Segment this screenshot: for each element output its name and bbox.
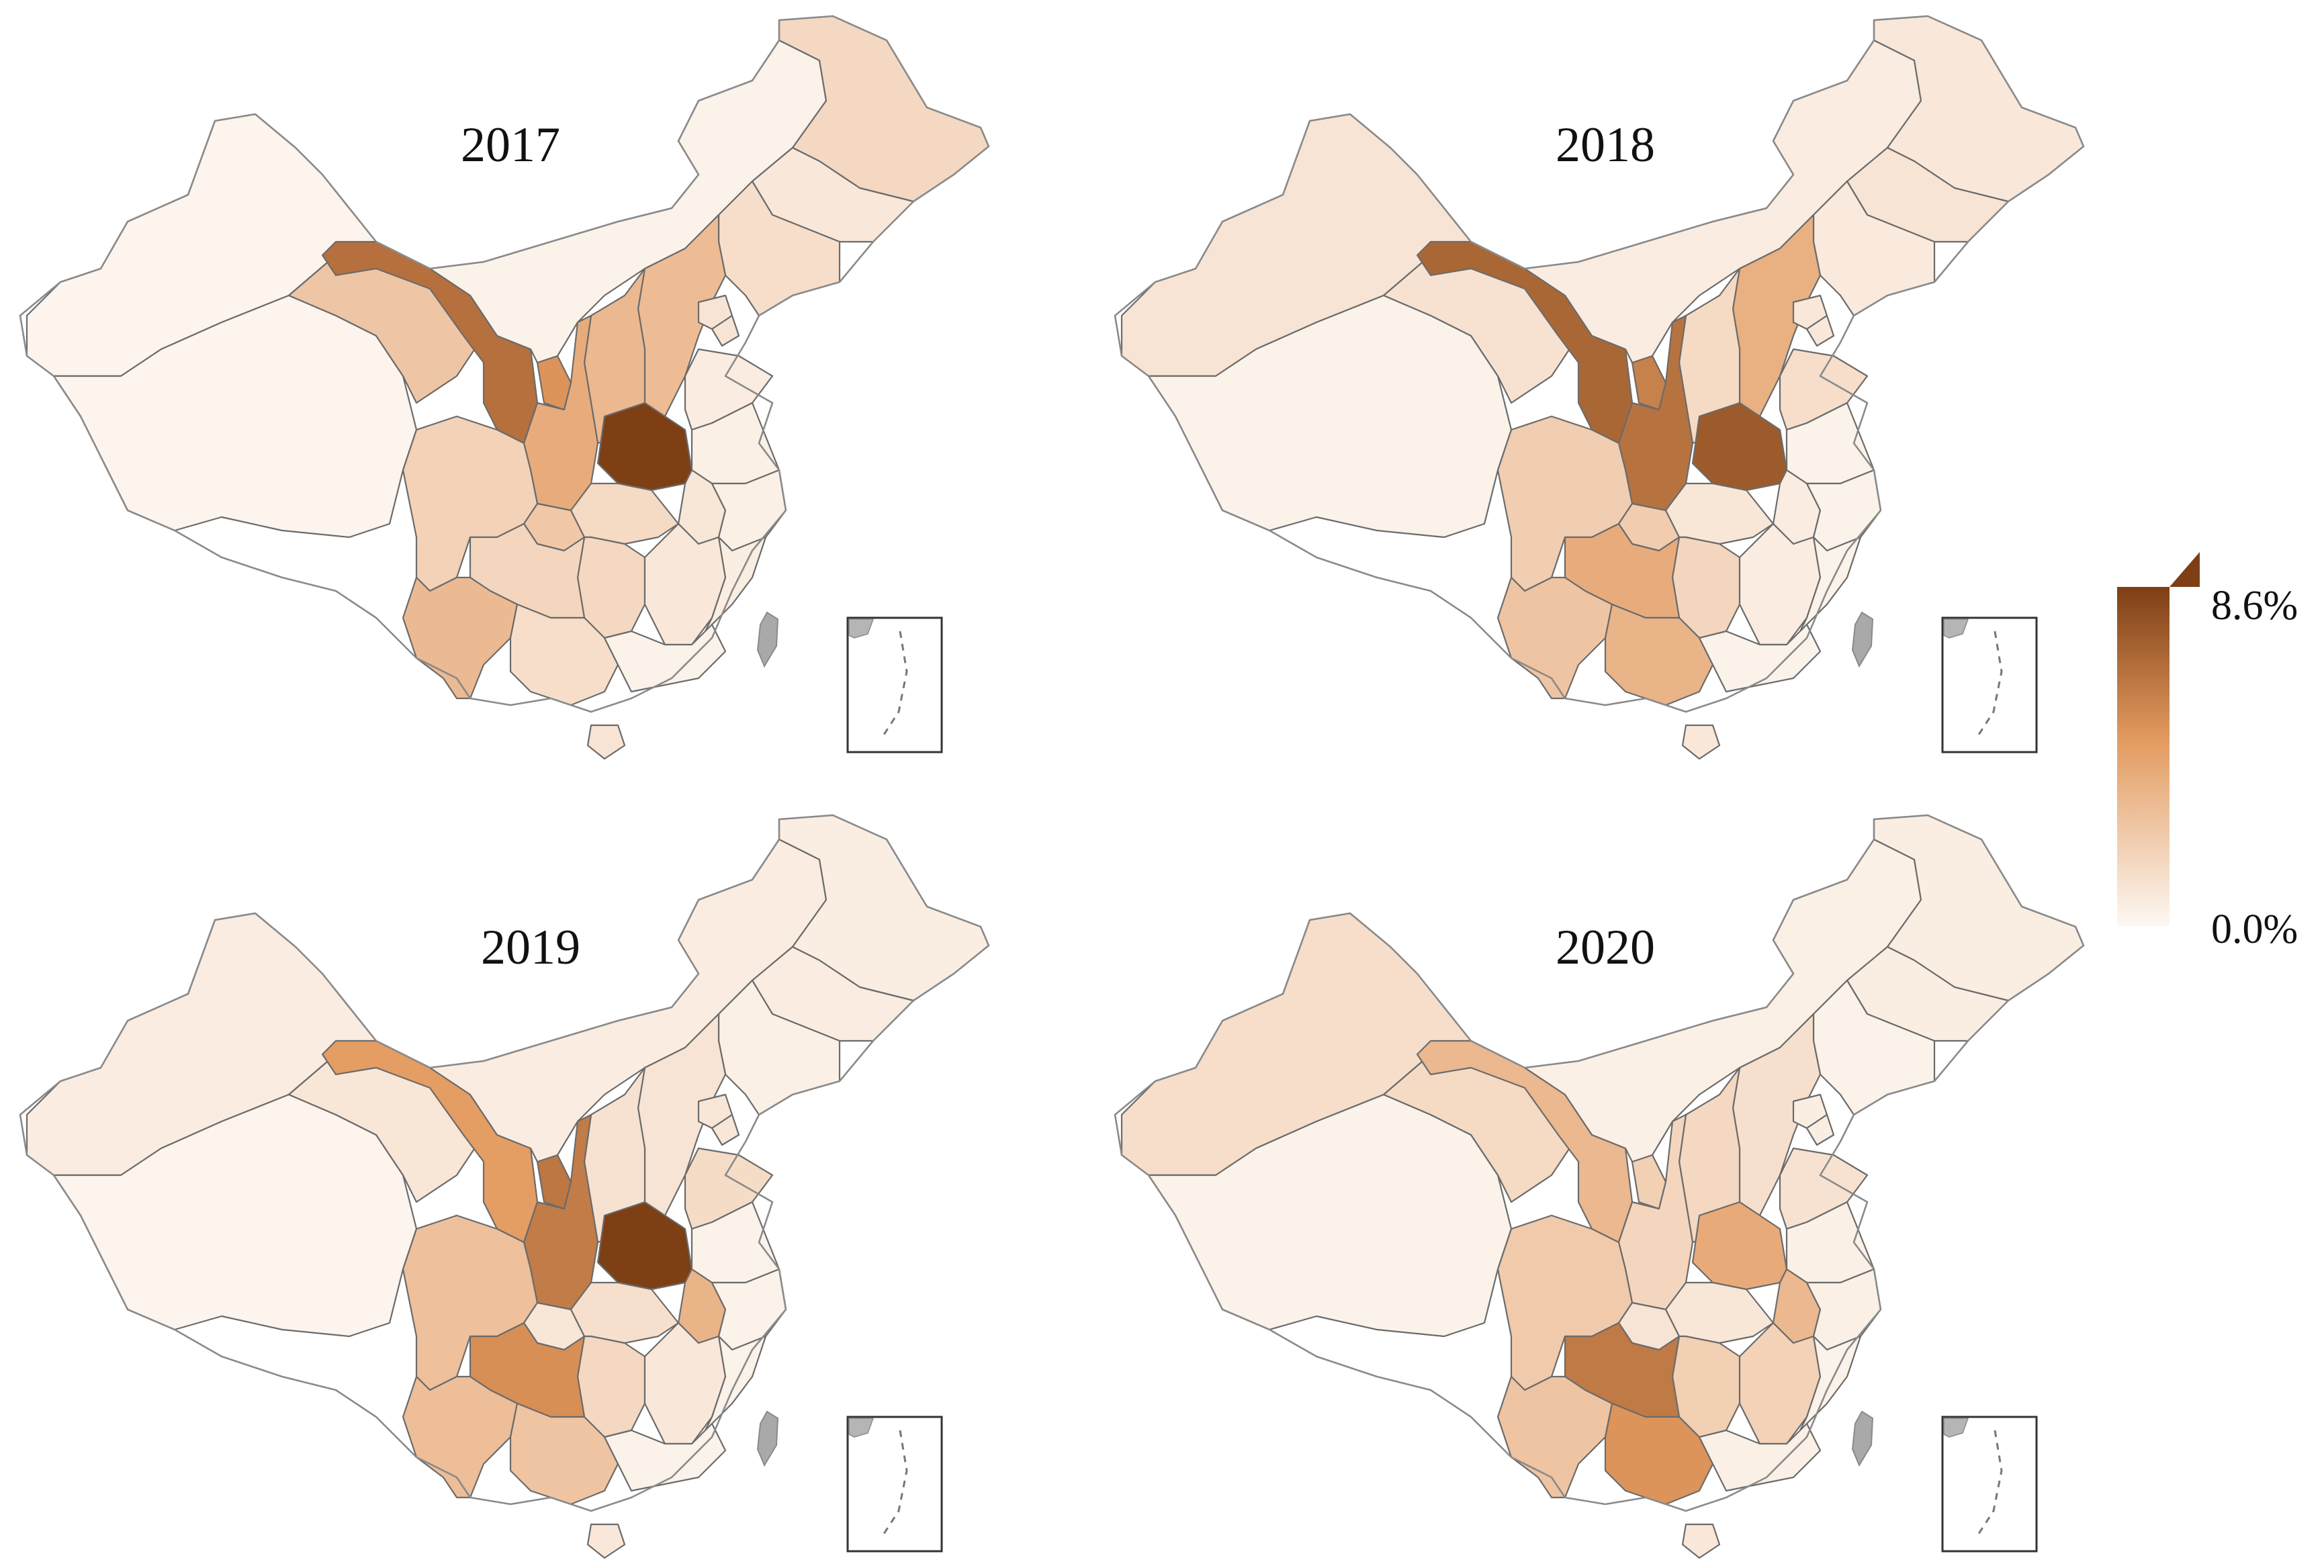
legend-max-triangle	[2170, 552, 2200, 587]
province-guangdong	[1698, 1422, 1822, 1492]
panel-year-title: 2020	[1556, 920, 1655, 975]
province-guangdong	[603, 1422, 727, 1492]
province-tianjin	[711, 314, 740, 347]
province-yunnan	[402, 576, 519, 700]
province-guangxi	[509, 1402, 619, 1506]
map-panels: 2017 2018 2019 2020	[19, 15, 2085, 1559]
province-hainan	[586, 1523, 626, 1559]
province-guangxi	[1604, 1402, 1714, 1506]
panel-year-title: 2019	[481, 920, 580, 975]
map-panel-2017	[19, 15, 990, 760]
province-tianjin	[1805, 314, 1835, 347]
province-tianjin	[711, 1113, 740, 1146]
legend-max-label: 8.6%	[2211, 583, 2298, 629]
province-guangxi	[509, 603, 619, 706]
panel-year-title: 2018	[1556, 118, 1655, 173]
province-guangdong	[603, 623, 727, 693]
legend-colorbar	[2117, 587, 2170, 926]
map-panel-2018	[1114, 15, 2085, 760]
province-hainan	[586, 724, 626, 760]
map-panel-2019	[19, 814, 990, 1559]
province-guangdong	[1698, 623, 1822, 693]
map-panel-2020	[1114, 814, 2085, 1559]
province-henan	[1691, 402, 1788, 492]
province-henan	[596, 402, 693, 492]
province-yunnan	[402, 1375, 519, 1499]
panel-year-title: 2017	[461, 118, 560, 173]
color-legend: 8.6% 0.0%	[2117, 552, 2298, 952]
province-tianjin	[1805, 1113, 1835, 1146]
province-hubei	[1664, 482, 1775, 545]
province-yunnan	[1496, 1375, 1613, 1499]
province-yunnan	[1496, 576, 1613, 700]
province-guangxi	[1604, 603, 1714, 706]
province-hubei	[570, 1281, 680, 1344]
province-hubei	[1664, 1281, 1775, 1344]
province-hainan	[1681, 724, 1721, 760]
legend-min-label: 0.0%	[2211, 907, 2298, 952]
province-henan	[1691, 1201, 1788, 1291]
province-henan	[596, 1201, 693, 1291]
province-hubei	[570, 482, 680, 545]
province-hainan	[1681, 1523, 1721, 1559]
